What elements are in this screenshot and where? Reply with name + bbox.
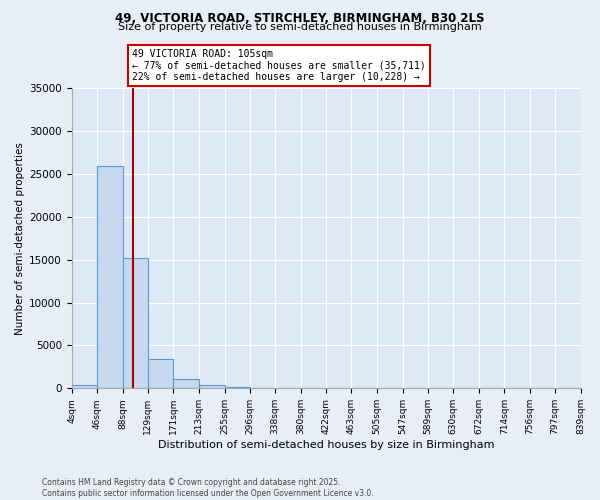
Bar <box>148 359 173 388</box>
Text: Contains HM Land Registry data © Crown copyright and database right 2025.
Contai: Contains HM Land Registry data © Crown c… <box>42 478 374 498</box>
Text: 49 VICTORIA ROAD: 105sqm
← 77% of semi-detached houses are smaller (35,711)
22% : 49 VICTORIA ROAD: 105sqm ← 77% of semi-d… <box>132 49 426 82</box>
Text: 49, VICTORIA ROAD, STIRCHLEY, BIRMINGHAM, B30 2LS: 49, VICTORIA ROAD, STIRCHLEY, BIRMINGHAM… <box>115 12 485 26</box>
Bar <box>97 166 123 388</box>
Bar <box>173 379 199 388</box>
X-axis label: Distribution of semi-detached houses by size in Birmingham: Distribution of semi-detached houses by … <box>158 440 494 450</box>
Bar <box>224 387 250 388</box>
Text: Size of property relative to semi-detached houses in Birmingham: Size of property relative to semi-detach… <box>118 22 482 32</box>
Bar <box>123 258 148 388</box>
Y-axis label: Number of semi-detached properties: Number of semi-detached properties <box>15 142 25 335</box>
Bar <box>71 385 97 388</box>
Bar <box>199 385 224 388</box>
